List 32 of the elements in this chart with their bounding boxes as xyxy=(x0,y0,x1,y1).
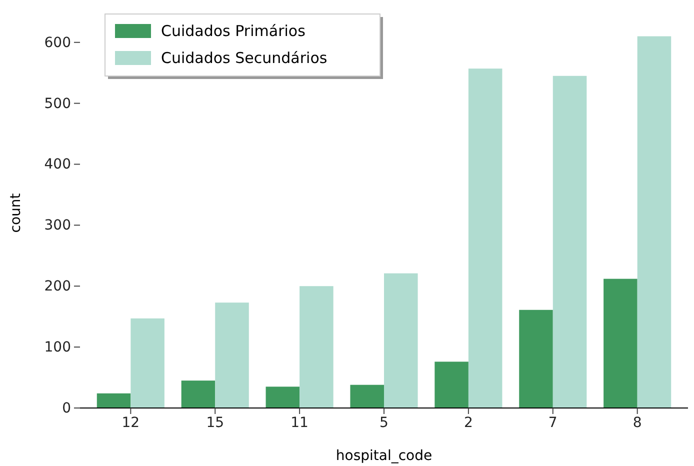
y-tick-label: 500 xyxy=(44,96,71,112)
bar xyxy=(519,310,553,408)
x-tick-label: 5 xyxy=(380,414,388,431)
bar xyxy=(552,76,587,408)
x-tick-label: 2 xyxy=(464,414,473,431)
y-tick-label: 200 xyxy=(44,278,71,295)
x-tick-label: 7 xyxy=(548,414,558,431)
y-tick-label: 600 xyxy=(44,34,71,51)
x-tick-label: 15 xyxy=(206,414,224,431)
x-tick-label: 11 xyxy=(290,414,308,431)
legend-label: Cuidados Primários xyxy=(161,22,306,40)
y-tick-label: 100 xyxy=(44,340,71,356)
y-tick-label: 400 xyxy=(44,156,71,173)
bar xyxy=(266,386,300,408)
x-tick-label: 8 xyxy=(632,414,642,431)
bar xyxy=(350,384,384,408)
bar xyxy=(215,302,249,408)
y-tick-label: 300 xyxy=(44,218,71,234)
bar xyxy=(300,286,334,408)
y-tick-label: 0 xyxy=(62,400,71,416)
x-tick-label: 12 xyxy=(122,414,140,431)
bar xyxy=(96,393,131,408)
bar xyxy=(130,318,164,408)
bar xyxy=(637,36,672,408)
x-axis-title: hospital_code xyxy=(336,448,432,464)
bar xyxy=(181,380,216,408)
bar xyxy=(468,68,502,408)
legend-label: Cuidados Secundários xyxy=(161,49,328,67)
bar xyxy=(384,273,418,408)
bar xyxy=(434,362,468,408)
bar xyxy=(604,278,638,408)
y-axis-title: count xyxy=(8,192,24,233)
